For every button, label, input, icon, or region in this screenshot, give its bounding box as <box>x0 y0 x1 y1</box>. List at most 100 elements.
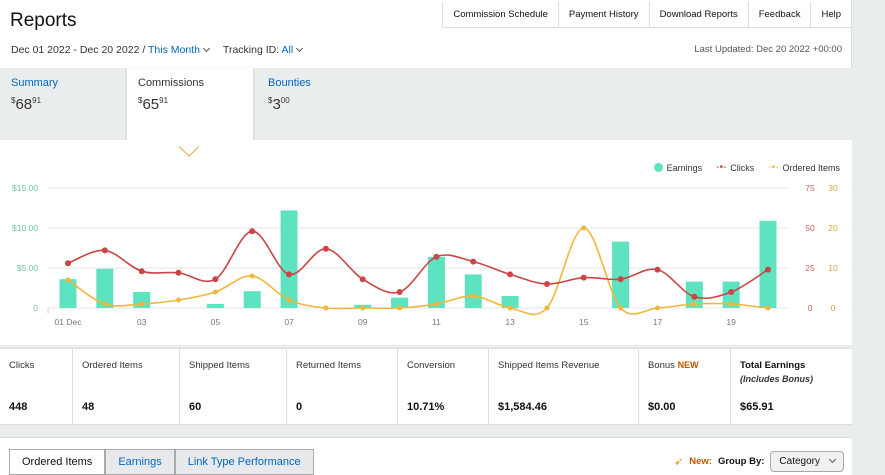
stat-returned-items: Returned Items 0 <box>287 349 398 424</box>
stat-clicks: Clicks 448 <box>0 349 73 424</box>
earnings-bar <box>612 241 630 308</box>
bonus-label: Bonus <box>648 360 675 371</box>
stat-label: Ordered Items <box>82 360 143 371</box>
clicks-line <box>67 230 769 300</box>
amount-cents: 91 <box>159 96 169 105</box>
earnings-bar <box>96 268 114 308</box>
clicks-point <box>543 281 550 287</box>
ordered-axis-tick-label: 20 <box>828 223 838 233</box>
clicks-point <box>728 289 735 295</box>
clicks-axis-tick-label: 50 <box>805 223 815 233</box>
tab-earnings[interactable]: Earnings <box>105 449 175 475</box>
clicks-axis-tick-label: 25 <box>805 263 815 273</box>
stat-label: Total Earnings <box>740 360 806 371</box>
ordered-swatch-icon: -•- <box>768 162 779 173</box>
tracking-id-value: All <box>281 44 294 56</box>
group-by-select[interactable]: Category <box>770 451 844 472</box>
legend-ordered[interactable]: -•- Ordered Items <box>768 162 840 173</box>
y-axis-tick-label: $10.00 <box>12 223 38 233</box>
stat-total-earnings: Total Earnings (Includes Bonus) $65.91 <box>731 349 852 424</box>
new-label: New: <box>689 456 712 467</box>
legend-clicks[interactable]: -•- Clicks <box>716 162 754 173</box>
earnings-swatch <box>653 163 663 172</box>
tab-commissions-label: Commissions <box>138 77 205 89</box>
combo-chart: $15.00 75 30 $10.00 50 20 $5.00 25 10 0 0 0 01 Dec 03… <box>12 183 838 327</box>
clicks-point <box>65 260 71 267</box>
date-range-selector[interactable]: Dec 01 2022 - Dec 20 2022 / This Month <box>11 44 210 56</box>
tracking-id-selector[interactable]: Tracking ID: All <box>223 44 304 56</box>
legend-earnings[interactable]: Earnings <box>653 163 702 173</box>
stat-value: 448 <box>9 401 28 413</box>
earnings-bar <box>391 297 409 308</box>
nav-feedback[interactable]: Feedback <box>749 2 812 27</box>
tab-summary-amount: $6891 <box>11 96 115 113</box>
group-by-control: ➶ New: Group By: Category <box>674 451 844 472</box>
tab-summary[interactable]: Summary $6891 <box>0 68 126 138</box>
stat-value: 60 <box>189 401 202 413</box>
nav-payment-history[interactable]: Payment History <box>559 2 650 27</box>
tab-bounties[interactable]: Bounties $300 <box>257 68 383 138</box>
detail-section: Ordered Items Earnings Link Type Perform… <box>0 437 852 475</box>
stat-value: $0.00 <box>648 401 676 413</box>
nav-commission-schedule[interactable]: Commission Schedule <box>443 2 559 27</box>
ordered-items-point <box>323 305 329 311</box>
amount-whole: 3 <box>272 96 281 113</box>
clicks-point <box>359 276 366 283</box>
ordered-items-line <box>67 227 769 316</box>
detail-tabs: Ordered Items Earnings Link Type Perform… <box>9 449 314 475</box>
ordered-items-point <box>507 305 513 311</box>
ordered-items-point <box>765 305 771 311</box>
period-text: This Month <box>147 44 200 56</box>
rocket-icon: ➶ <box>674 456 684 468</box>
ordered-items-point <box>654 305 660 311</box>
x-axis-tick-label: 07 <box>284 317 294 327</box>
chevron-down-icon <box>828 455 837 464</box>
x-axis-tick-label: 11 <box>432 317 441 327</box>
clicks-point <box>396 289 403 295</box>
y-axis-tick-label: $15.00 <box>12 183 38 193</box>
x-axis-tick-label: 09 <box>358 317 368 327</box>
nav-download-reports[interactable]: Download Reports <box>650 2 749 27</box>
clicks-point <box>249 228 256 235</box>
tab-commissions[interactable]: Commissions $6591 <box>127 68 253 142</box>
tab-summary-label: Summary <box>11 77 59 89</box>
ordered-items-point <box>212 289 218 295</box>
page-title: Reports <box>10 10 77 31</box>
chevron-down-icon <box>296 44 304 53</box>
earnings-bar <box>427 256 445 308</box>
tab-link-type-performance[interactable]: Link Type Performance <box>174 449 314 475</box>
earnings-bar <box>243 291 261 308</box>
currency-symbol: $ <box>268 96 273 105</box>
clicks-point <box>580 274 587 281</box>
ordered-items-point <box>433 301 439 307</box>
x-axis-tick-label: 15 <box>579 317 589 327</box>
stat-value: 10.71% <box>407 401 445 413</box>
ordered-items-point <box>581 225 587 231</box>
ordered-items-point <box>65 277 71 283</box>
chart-legend: Earnings -•- Clicks -•- Ordered Items <box>653 162 840 173</box>
last-updated: Last Updated: Dec 20 2022 +00:00 <box>694 44 842 55</box>
x-axis-tick-label: 03 <box>137 317 147 327</box>
group-by-label: Group By: <box>717 456 765 467</box>
ordered-axis-tick-label: 10 <box>828 263 838 273</box>
clicks-axis-tick-label: 75 <box>805 183 815 193</box>
stat-value: $1,584.46 <box>498 401 547 413</box>
ordered-items-point <box>470 293 476 299</box>
clicks-point <box>691 293 698 300</box>
earnings-bar <box>759 220 777 308</box>
date-range-text: Dec 01 2022 - Dec 20 2022 <box>11 44 140 56</box>
nav-help[interactable]: Help <box>821 9 841 20</box>
ordered-items-point <box>691 301 697 307</box>
stat-shipped-items: Shipped Items 60 <box>180 349 287 424</box>
clicks-point <box>507 271 514 278</box>
earnings-bar <box>59 279 77 308</box>
ordered-axis-tick-label: 30 <box>828 183 838 193</box>
tab-commissions-amount: $6591 <box>138 96 242 113</box>
stat-label: Shipped Items <box>189 360 250 371</box>
tab-ordered-items[interactable]: Ordered Items <box>9 449 106 475</box>
stats-row: Clicks 448 Ordered Items 48 Shipped Item… <box>0 348 852 425</box>
earnings-bar <box>206 304 224 308</box>
clicks-point <box>654 266 661 273</box>
stat-label: Shipped Items Revenue <box>498 360 600 371</box>
